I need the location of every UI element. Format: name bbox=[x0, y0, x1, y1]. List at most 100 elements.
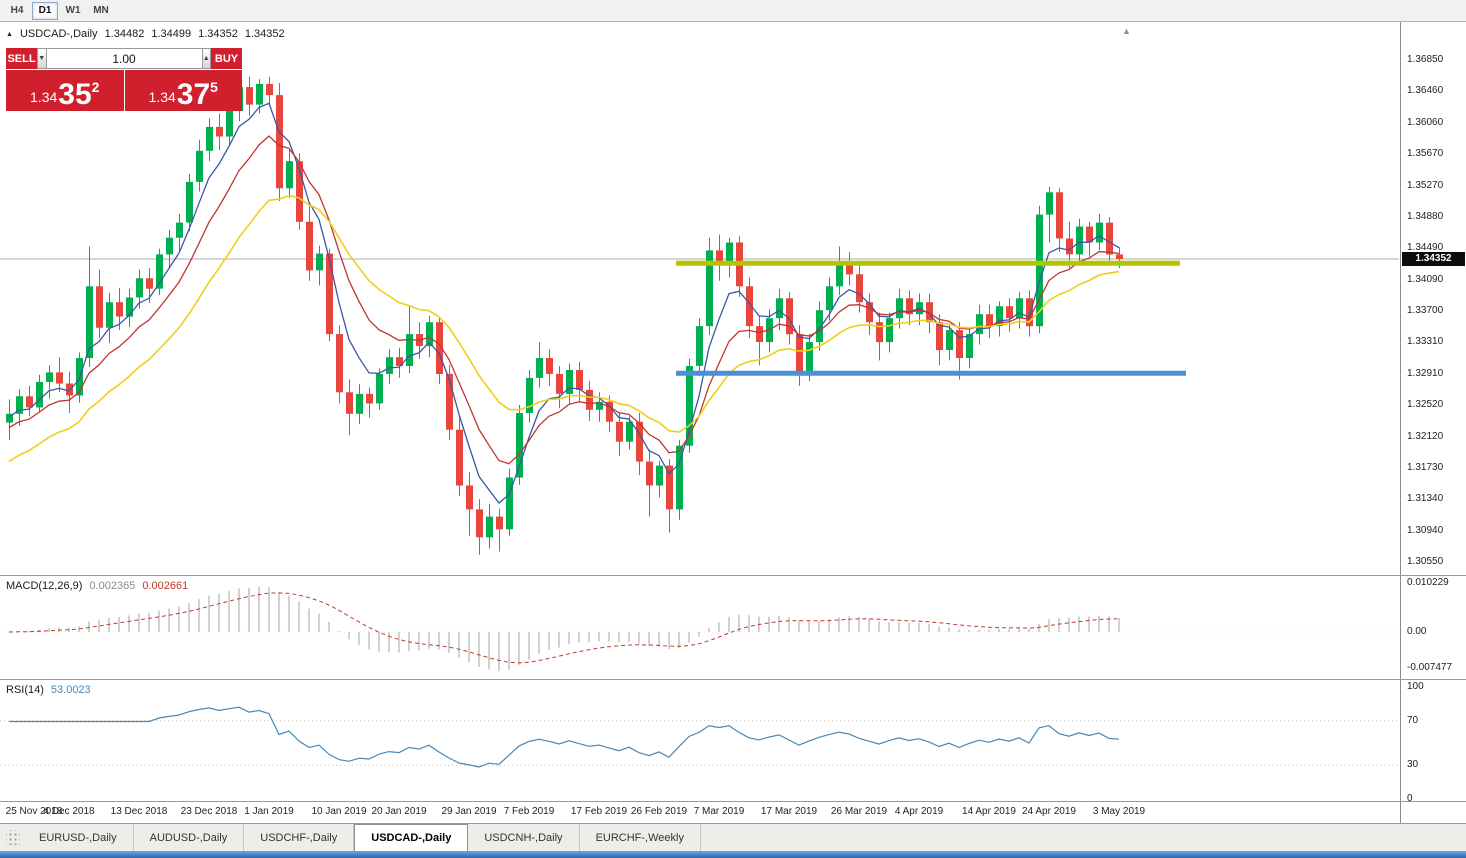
macd-signal-value: 0.002661 bbox=[142, 580, 189, 592]
window-bottom-edge bbox=[0, 851, 1466, 858]
tab-usdcnh-daily[interactable]: USDCNH-,Daily bbox=[468, 824, 580, 851]
price-axis-label: 1.36460 bbox=[1407, 85, 1444, 97]
candlestick-chart bbox=[0, 76, 1399, 555]
macd-main-value: 0.002365 bbox=[89, 580, 136, 592]
rsi-axis-label: 70 bbox=[1407, 714, 1419, 726]
buy-price-pipette: 5 bbox=[210, 79, 218, 95]
macd-axis-label: 0.010229 bbox=[1407, 576, 1449, 588]
tab-audusd-daily[interactable]: AUDUSD-,Daily bbox=[134, 824, 245, 851]
chart-tabs: EURUSD-,Daily AUDUSD-,Daily USDCHF-,Daily U… bbox=[23, 824, 701, 851]
sell-price-display[interactable]: 1.34 35 2 bbox=[6, 70, 124, 111]
rsi-axis: 100 70 30 0 bbox=[1400, 680, 1466, 804]
date-label: 10 Jan 2019 bbox=[311, 806, 367, 817]
price-axis-label: 1.34880 bbox=[1407, 210, 1444, 222]
price-axis[interactable]: 1.36850 1.36460 1.36060 1.35670 1.35270 1.348… bbox=[1400, 22, 1466, 575]
chart-tabs-bar: EURUSD-,Daily AUDUSD-,Daily USDCHF-,Daily U… bbox=[0, 823, 1466, 851]
date-label: 23 Dec 2018 bbox=[180, 806, 238, 817]
rsi-label: RSI(14) 53.0023 bbox=[6, 684, 91, 696]
price-axis-label: 1.34490 bbox=[1407, 242, 1444, 254]
volume-decrease-button[interactable]: ▼ bbox=[37, 48, 47, 69]
price-axis-label: 1.32910 bbox=[1407, 367, 1444, 379]
timeframe-toolbar: H4 D1 W1 MN bbox=[0, 0, 1466, 22]
date-label: 13 Dec 2018 bbox=[110, 806, 168, 817]
date-label: 17 Feb 2019 bbox=[570, 806, 628, 817]
date-label: 7 Mar 2019 bbox=[693, 806, 745, 817]
date-label: 4 Dec 2018 bbox=[43, 806, 95, 817]
timeframe-button-h4[interactable]: H4 bbox=[10, 5, 24, 16]
caret-up-icon: ▲ bbox=[202, 55, 210, 62]
price-axis-label: 1.31340 bbox=[1407, 493, 1444, 505]
date-axis-corner bbox=[1400, 802, 1466, 823]
ohlc-open: 1.34482 bbox=[104, 28, 145, 40]
price-axis-label: 1.30550 bbox=[1407, 556, 1444, 567]
date-label: 24 Apr 2019 bbox=[1022, 806, 1076, 817]
date-label: 26 Mar 2019 bbox=[830, 806, 888, 817]
volume-increase-button[interactable]: ▲ bbox=[201, 48, 211, 69]
price-axis-label: 1.33310 bbox=[1407, 336, 1444, 348]
price-plot[interactable]: ▲ USDCAD-,Daily 1.34482 1.34499 1.34352 … bbox=[0, 22, 1400, 575]
date-axis[interactable]: 25 Nov 2018 4 Dec 2018 13 Dec 2018 23 Dec 2… bbox=[0, 802, 1400, 823]
macd-plot[interactable]: MACD(12,26,9) 0.002365 0.002661 bbox=[0, 576, 1400, 679]
date-label: 26 Feb 2019 bbox=[630, 806, 688, 817]
price-chart-panel: ▲ USDCAD-,Daily 1.34482 1.34499 1.34352 … bbox=[0, 22, 1466, 575]
buy-price-display[interactable]: 1.34 37 5 bbox=[124, 70, 242, 111]
rsi-name: RSI(14) bbox=[6, 684, 44, 696]
price-axis-label: 1.32120 bbox=[1407, 430, 1444, 442]
date-label: 17 Mar 2019 bbox=[760, 806, 818, 817]
date-label: 14 Apr 2019 bbox=[962, 806, 1016, 817]
trade-prices-row: 1.34 35 2 1.34 37 5 bbox=[6, 70, 242, 111]
chart-header: ▲ USDCAD-,Daily 1.34482 1.34499 1.34352 … bbox=[6, 28, 285, 40]
rsi-plot[interactable]: RSI(14) 53.0023 bbox=[0, 680, 1400, 801]
date-label: 1 Jan 2019 bbox=[244, 806, 294, 817]
macd-label: MACD(12,26,9) 0.002365 0.002661 bbox=[6, 580, 188, 592]
sell-price-pipette: 2 bbox=[91, 79, 100, 95]
tab-eurusd-daily[interactable]: EURUSD-,Daily bbox=[23, 824, 134, 851]
tabs-grip[interactable] bbox=[6, 830, 20, 845]
caret-down-icon: ▼ bbox=[38, 55, 46, 62]
date-label: 7 Feb 2019 bbox=[503, 806, 555, 817]
tab-usdchf-daily[interactable]: USDCHF-,Daily bbox=[244, 824, 355, 851]
price-axis-label: 1.32520 bbox=[1407, 399, 1444, 411]
price-axis-label: 1.30940 bbox=[1407, 524, 1444, 536]
timeframe-button-w1[interactable]: W1 bbox=[65, 5, 81, 16]
rsi-axis-label: 0 bbox=[1407, 793, 1413, 804]
tab-eurchf-weekly[interactable]: EURCHF-,Weekly bbox=[580, 824, 701, 851]
macd-name: MACD(12,26,9) bbox=[6, 580, 83, 592]
rsi-value: 53.0023 bbox=[50, 684, 91, 696]
macd-chart bbox=[0, 586, 1399, 672]
date-label: 25 Nov 2018 bbox=[5, 806, 63, 817]
macd-panel: MACD(12,26,9) 0.002365 0.002661 0.010229… bbox=[0, 575, 1466, 679]
buy-price-base: 1.34 bbox=[148, 89, 176, 105]
current-price-badge: 1.34352 bbox=[1402, 252, 1465, 267]
price-axis-label: 1.36060 bbox=[1407, 116, 1444, 128]
chart-symbol: USDCAD-,Daily bbox=[19, 28, 98, 40]
date-label: 3 May 2019 bbox=[1092, 806, 1146, 817]
timeframe-button-mn[interactable]: MN bbox=[93, 5, 109, 16]
sell-button[interactable]: SELL bbox=[6, 48, 38, 69]
ohlc-close: 1.34352 bbox=[244, 28, 285, 40]
date-label: 4 Apr 2019 bbox=[894, 806, 944, 817]
volume-input[interactable] bbox=[46, 48, 202, 69]
buy-price-pips: 37 bbox=[176, 77, 211, 111]
chart-shift-marker[interactable]: ▲ bbox=[1122, 26, 1131, 36]
trade-controls-row: SELL ▼ ▲ BUY bbox=[6, 48, 242, 69]
price-axis-label: 1.31730 bbox=[1407, 461, 1444, 473]
rsi-panel: RSI(14) 53.0023 100 70 30 0 bbox=[0, 679, 1466, 804]
ohlc-high: 1.34499 bbox=[151, 28, 192, 40]
ohlc-low: 1.34352 bbox=[198, 28, 238, 40]
macd-axis-label: 0.00 bbox=[1407, 626, 1427, 637]
rsi-chart bbox=[0, 706, 1399, 768]
date-label: 29 Jan 2019 bbox=[441, 806, 497, 817]
sell-price-pips: 35 bbox=[58, 77, 92, 111]
macd-axis: 0.010229 0.00 -0.007477 bbox=[1400, 576, 1466, 679]
price-axis-label: 1.33700 bbox=[1407, 305, 1444, 316]
macd-axis-label: -0.007477 bbox=[1407, 661, 1453, 673]
tab-usdcad-daily[interactable]: USDCAD-,Daily bbox=[354, 824, 469, 851]
buy-button[interactable]: BUY bbox=[210, 48, 242, 69]
rsi-axis-label: 30 bbox=[1407, 759, 1419, 771]
bullish-marker-icon: ▲ bbox=[6, 30, 13, 38]
timeframe-button-d1[interactable]: D1 bbox=[32, 1, 58, 20]
price-axis-label: 1.35270 bbox=[1407, 179, 1444, 191]
